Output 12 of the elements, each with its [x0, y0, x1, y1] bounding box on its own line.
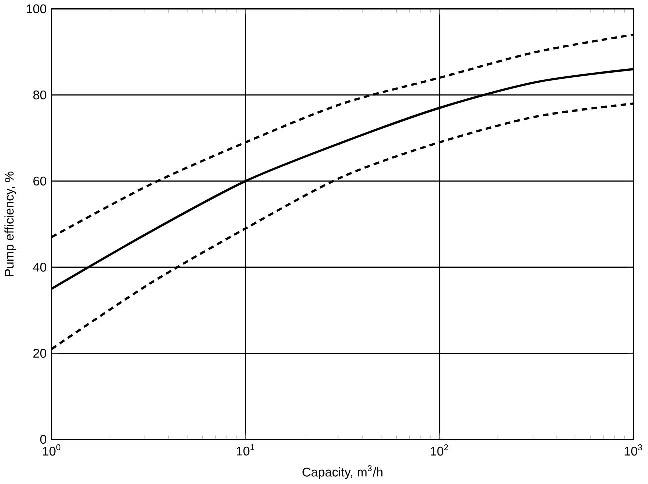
y-tick-label: 100 — [26, 4, 47, 14]
x-axis-title: Capacity, m$^{3}$/h — [302, 465, 383, 480]
y-tick-label: 40 — [33, 262, 47, 272]
y-axis-title: Pump efficiency, % — [4, 172, 16, 276]
x-tick-label: 10$^{1}$ — [237, 444, 254, 456]
x-tick-label: 10$^{0}$ — [43, 444, 61, 456]
x-tick-label: 10$^{3}$ — [624, 444, 642, 456]
y-tick-label: 60 — [34, 176, 47, 186]
y-tick-label: 0 — [40, 435, 47, 444]
y-tick-label: 80 — [34, 90, 47, 100]
y-tick-label: 20 — [34, 349, 47, 358]
x-tick-label: 10$^{2}$ — [431, 444, 448, 456]
